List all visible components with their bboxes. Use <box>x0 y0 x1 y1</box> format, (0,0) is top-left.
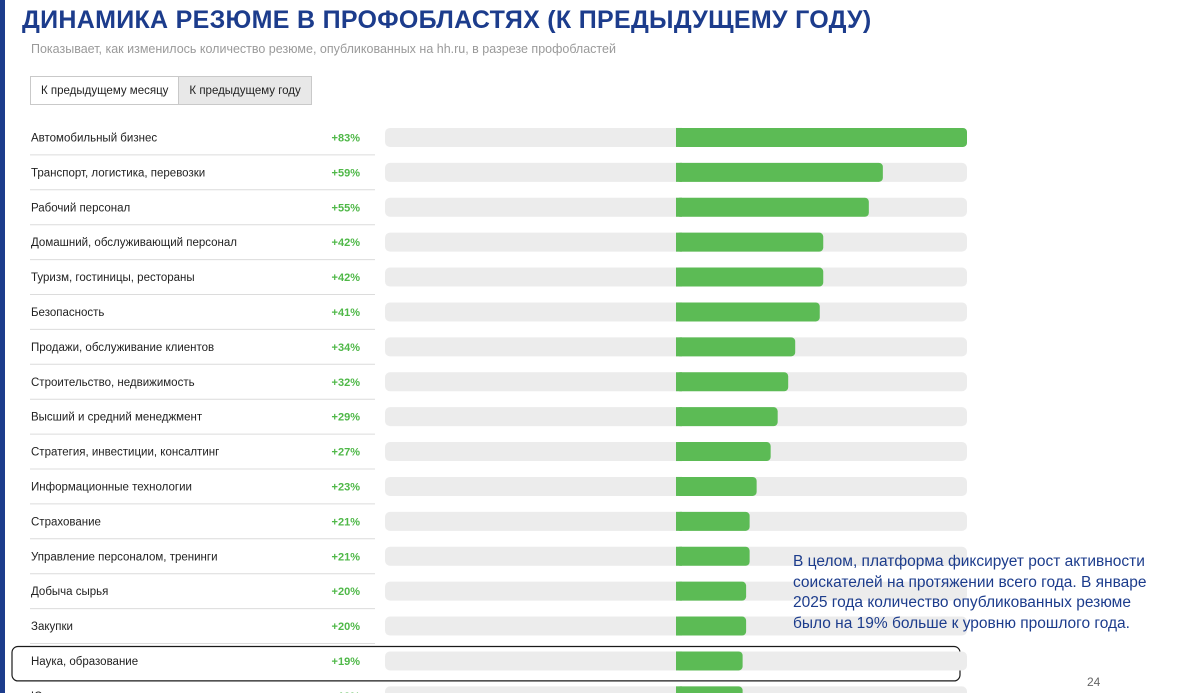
bar-square-start <box>676 651 682 671</box>
page-number: 24 <box>1087 675 1101 689</box>
category-label: Транспорт, логистика, перевозки <box>31 167 205 179</box>
value-label: +83% <box>332 132 361 144</box>
bar-square-start <box>676 546 682 566</box>
value-label: +23% <box>332 481 361 493</box>
bar-square-start <box>676 127 682 147</box>
value-label: +34% <box>332 342 361 354</box>
value-label: +32% <box>332 377 361 389</box>
bar <box>676 686 743 693</box>
summary-note: В целом, платформа фиксирует рост активн… <box>793 553 1147 632</box>
bar <box>676 511 750 531</box>
bar-square-start <box>676 407 682 427</box>
category-label: Безопасность <box>31 307 104 319</box>
value-label: +27% <box>332 447 361 459</box>
bar-square-start <box>676 302 682 322</box>
bar <box>676 476 757 496</box>
value-label: +20% <box>332 621 361 633</box>
value-label: +41% <box>332 307 361 319</box>
bar <box>676 651 743 671</box>
page-title: ДИНАМИКА РЕЗЮМЕ В ПРОФОБЛАСТЯХ (К ПРЕДЫД… <box>22 6 872 34</box>
value-label: +19% <box>332 656 361 668</box>
value-label: +19% <box>332 691 361 693</box>
bar-square-start <box>676 476 682 496</box>
bar <box>676 302 820 322</box>
category-label: Автомобильный бизнес <box>31 132 157 144</box>
category-label: Юристы <box>31 691 75 693</box>
value-label: +55% <box>332 202 361 214</box>
category-label: Наука, образование <box>31 656 138 668</box>
value-label: +42% <box>332 237 361 249</box>
bar <box>676 127 967 147</box>
bar-square-start <box>676 267 682 287</box>
bar-square-start <box>676 337 682 357</box>
bar <box>676 372 789 392</box>
left-accent-bar <box>0 0 5 693</box>
bar-square-start <box>676 511 682 531</box>
category-label: Туризм, гостиницы, рестораны <box>31 272 195 284</box>
bar <box>676 546 750 566</box>
bar <box>676 442 771 462</box>
value-label: +42% <box>332 272 361 284</box>
category-label: Добыча сырья <box>31 586 108 598</box>
bar <box>676 337 796 357</box>
category-label: Управление персоналом, тренинги <box>31 551 218 563</box>
bar <box>676 407 778 427</box>
bar <box>676 162 883 182</box>
category-label: Высший и средний менеджмент <box>31 412 203 424</box>
category-label: Рабочий персонал <box>31 202 130 214</box>
tab-previous-month[interactable]: К предыдущему месяцу <box>30 76 180 105</box>
category-label: Страхование <box>31 516 101 528</box>
bar-square-start <box>676 616 682 636</box>
bar-square-start <box>676 372 682 392</box>
category-label: Стратегия, инвестиции, консалтинг <box>31 447 219 459</box>
bar-square-start <box>676 197 682 217</box>
period-tabs: К предыдущему месяцу К предыдущему году <box>30 76 312 106</box>
value-label: +21% <box>332 516 361 528</box>
bar <box>676 197 869 217</box>
bar-square-start <box>676 442 682 462</box>
category-label: Информационные технологии <box>31 481 192 493</box>
tab-previous-year[interactable]: К предыдущему году <box>179 76 312 105</box>
bar-square-start <box>676 686 682 693</box>
bar <box>676 232 824 252</box>
value-label: +21% <box>332 551 361 563</box>
category-label: Домашний, обслуживающий персонал <box>31 237 237 249</box>
bar-square-start <box>676 581 682 601</box>
value-label: +20% <box>332 586 361 598</box>
category-label: Закупки <box>31 621 73 633</box>
bar-square-start <box>676 232 682 252</box>
bar <box>676 616 747 636</box>
category-label: Продажи, обслуживание клиентов <box>31 342 214 354</box>
bar <box>676 581 747 601</box>
value-label: +29% <box>332 412 361 424</box>
page-subtitle: Показывает, как изменилось количество ре… <box>31 42 616 56</box>
category-label: Строительство, недвижимость <box>31 377 195 389</box>
bar-square-start <box>676 162 682 182</box>
bar <box>676 267 824 287</box>
value-label: +59% <box>332 167 361 179</box>
